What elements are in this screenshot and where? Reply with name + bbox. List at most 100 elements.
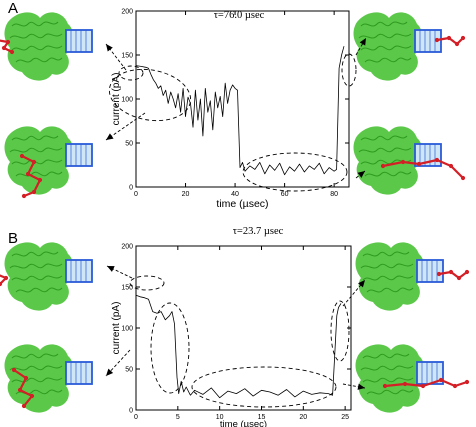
polymer-bead: [0, 281, 3, 287]
polymer-bead: [438, 377, 444, 383]
x-tick-label: 15: [258, 414, 266, 421]
callout-ellipse: [341, 53, 357, 87]
y-tick-label: 100: [121, 97, 133, 104]
y-tick-label: 0: [129, 185, 133, 192]
arrowhead: [106, 368, 114, 376]
polymer-bead: [452, 383, 458, 389]
plot-frame: [135, 245, 352, 411]
polymer-bead: [460, 175, 466, 181]
x-tick-label: 80: [330, 191, 338, 198]
polymer-bead: [37, 177, 43, 183]
x-axis-label: time (µsec): [216, 198, 268, 210]
polymer-bead: [448, 269, 454, 275]
protein-complex-icon: [355, 343, 425, 414]
polymer-bead: [25, 171, 31, 177]
pore-channel-icon: [65, 259, 93, 283]
polymer-bead: [21, 403, 27, 409]
y-tick-label: 50: [125, 141, 133, 148]
chart-title: τ=23.7 µsec: [233, 226, 284, 237]
polymer-chain-icon: [382, 158, 464, 179]
arrowhead: [357, 171, 365, 178]
callout-arrow: [105, 349, 131, 377]
panel-letter: B: [8, 230, 18, 247]
pore-channel-icon: [416, 259, 444, 283]
chart-title: τ=76.0 µsec: [214, 10, 265, 21]
x-tick-label: 60: [281, 191, 289, 198]
polymer-bead: [29, 393, 35, 399]
x-tick-label: 5: [176, 414, 180, 421]
polymer-bead: [454, 41, 460, 47]
polymer-bead: [464, 269, 470, 275]
y-tick-label: 100: [121, 326, 133, 333]
arrowhead: [357, 383, 365, 390]
polymer-bead: [436, 271, 442, 277]
protein-complex-icon: [4, 343, 74, 414]
panel-letter: A: [8, 0, 18, 17]
polymer-bead: [464, 379, 470, 385]
x-tick-label: 40: [231, 191, 239, 198]
x-axis-label: time (µsec): [220, 419, 267, 427]
polymer-bead: [31, 159, 37, 165]
y-tick-label: 0: [129, 408, 133, 415]
polymer-bead: [17, 387, 23, 393]
current-trace-line: [135, 46, 345, 176]
x-tick-label: 10: [216, 414, 224, 421]
callout-ellipse: [242, 152, 348, 192]
polymer-chain-icon: [436, 36, 464, 46]
molecule-snapshot-1: [0, 241, 93, 312]
callout-ellipse: [118, 65, 144, 81]
polymer-bead: [31, 189, 37, 195]
molecule-snapshot-3: [4, 343, 93, 414]
protein-complex-icon: [355, 241, 425, 312]
polymer-bead: [400, 159, 406, 165]
arrowhead: [106, 133, 114, 140]
polymer-bead: [5, 39, 11, 45]
protein-complex-icon: [4, 241, 74, 312]
current-trace-line: [135, 294, 342, 399]
molecule-snapshot-4: [353, 125, 466, 196]
polymer-chain-icon: [438, 270, 468, 280]
polymer-bead: [456, 275, 462, 281]
polymer-bead: [420, 383, 426, 389]
pore-channel-icon: [65, 29, 93, 53]
y-tick-label: 150: [121, 285, 133, 292]
x-tick-label: 20: [299, 414, 307, 421]
polymer-bead: [380, 163, 386, 169]
arrowhead: [358, 280, 365, 288]
polymer-bead: [416, 161, 422, 167]
polymer-bead: [11, 367, 17, 373]
polymer-bead: [446, 35, 452, 41]
polymer-bead: [382, 383, 388, 389]
y-tick-label: 200: [121, 9, 133, 16]
molecule-snapshot-3: [4, 125, 93, 199]
protein-complex-icon: [353, 11, 423, 82]
callout-arrow: [105, 112, 146, 141]
x-tick-label: 0: [134, 191, 138, 198]
arrowhead: [107, 266, 115, 272]
pore-channel-icon: [65, 361, 93, 385]
callout-ellipse: [191, 366, 337, 408]
polymer-bead: [21, 193, 27, 199]
polymer-bead: [1, 45, 7, 51]
polymer-bead: [3, 275, 9, 281]
molecule-snapshot-4: [355, 343, 470, 414]
polymer-bead: [460, 35, 466, 41]
polymer-chain-icon: [384, 378, 468, 388]
x-tick-label: 25: [341, 414, 349, 421]
protein-complex-icon: [353, 125, 423, 196]
arrowhead: [359, 38, 366, 46]
callout-arrow: [342, 279, 366, 307]
polymer-bead: [402, 381, 408, 387]
plot-frame: [135, 10, 350, 188]
polymer-bead: [434, 37, 440, 43]
y-tick-label: 200: [121, 244, 133, 251]
callout-ellipse: [129, 275, 165, 291]
x-tick-label: 0: [134, 414, 138, 421]
molecule-snapshot-2: [355, 241, 470, 312]
callout-ellipse: [330, 300, 350, 362]
protein-complex-icon: [4, 11, 74, 82]
arrowhead: [106, 44, 113, 52]
polymer-bead: [23, 375, 29, 381]
polymer-bead: [434, 157, 440, 163]
